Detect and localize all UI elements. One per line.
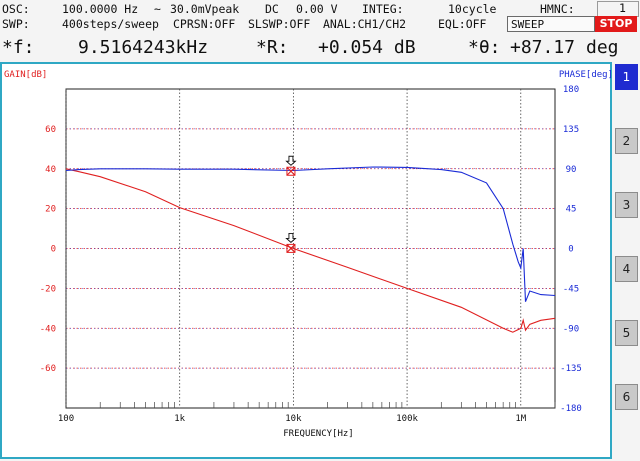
phase-tick-label: 135 bbox=[563, 125, 579, 135]
gain-tick-label: 60 bbox=[45, 125, 56, 135]
x-tick-label: 100k bbox=[396, 414, 418, 424]
phase-tick-label: 180 bbox=[563, 85, 579, 95]
gain-tick-label: -40 bbox=[40, 324, 56, 334]
gain-trace bbox=[65, 168, 556, 333]
left-axis-label: GAIN[dB] bbox=[4, 70, 47, 80]
stop-button[interactable]: STOP bbox=[595, 16, 637, 32]
phase-readout-unit: deg bbox=[586, 37, 619, 58]
gain-readout-label: *R: bbox=[256, 37, 289, 58]
phase-readout-label: *θ: bbox=[468, 37, 501, 58]
tab-5[interactable]: 5 bbox=[615, 320, 638, 346]
tab-1[interactable]: 1 bbox=[615, 64, 638, 90]
cprsn-setting[interactable]: CPRSN:OFF bbox=[173, 17, 236, 31]
phase-trace bbox=[65, 166, 556, 302]
integ-value[interactable]: 10cycle bbox=[448, 2, 497, 16]
cursor-arrow-icon bbox=[285, 232, 297, 243]
hmnc-value: 1 bbox=[619, 1, 626, 15]
anal-setting[interactable]: ANAL:CH1/CH2 bbox=[323, 17, 407, 31]
freq-readout-label: *f: bbox=[2, 37, 35, 58]
phase-tick-label: 90 bbox=[566, 165, 577, 175]
cursor-marker-x bbox=[286, 166, 296, 176]
phase-tick-label: -45 bbox=[563, 284, 579, 294]
tab-3[interactable]: 3 bbox=[615, 192, 638, 218]
phase-tick-label: -90 bbox=[563, 324, 579, 334]
header-sweep-row: SWP: 400steps/sweep CPRSN:OFF SLSWP:OFF … bbox=[0, 15, 486, 33]
osc-label: OSC: bbox=[2, 2, 30, 16]
tab-4[interactable]: 4 bbox=[615, 256, 638, 282]
x-axis-label: FREQUENCY[Hz] bbox=[283, 429, 353, 439]
cursor-arrow-icon bbox=[285, 155, 297, 166]
gain-tick-label: 20 bbox=[45, 205, 56, 215]
eql-setting[interactable]: EQL:OFF bbox=[438, 17, 487, 31]
phase-readout-value: +87.17 bbox=[510, 37, 576, 58]
x-tick-label: 1M bbox=[515, 414, 526, 424]
gain-readout-value: +0.054 dB bbox=[318, 37, 416, 58]
phase-tick-label: 0 bbox=[568, 245, 573, 255]
x-tick-label: 100 bbox=[58, 414, 74, 424]
header-settings-row: OSC: 100.0000 Hz ~ 30.0mVpeak DC 0.00 V … bbox=[0, 0, 575, 18]
phase-tick-label: 45 bbox=[566, 205, 577, 215]
dc-value[interactable]: 0.00 V bbox=[296, 2, 338, 16]
cursor-marker-box bbox=[286, 166, 296, 176]
gain-tick-label: 0 bbox=[51, 245, 56, 255]
gain-tick-label: -60 bbox=[40, 364, 56, 374]
cursor-marker-x bbox=[286, 243, 296, 253]
graph-frame bbox=[0, 62, 612, 459]
page-tabs: 1 2 3 4 5 6 bbox=[613, 62, 640, 461]
x-tick-label: 1k bbox=[174, 414, 185, 424]
right-axis-label: PHASE[deg] bbox=[559, 70, 612, 80]
osc-frequency[interactable]: 100.0000 Hz bbox=[62, 2, 139, 16]
cursor-marker-box bbox=[286, 243, 296, 253]
hmnc-label: HMNC: bbox=[540, 2, 575, 16]
osc-amplitude[interactable]: 30.0mVpeak bbox=[170, 2, 240, 16]
swp-value[interactable]: 400steps/sweep bbox=[62, 17, 159, 31]
gain-tick-label: 40 bbox=[45, 165, 56, 175]
x-tick-label: 10k bbox=[285, 414, 302, 424]
sweep-button[interactable]: SWEEP bbox=[507, 16, 595, 32]
swp-label: SWP: bbox=[2, 17, 30, 31]
phase-tick-label: -135 bbox=[560, 364, 582, 374]
phase-tick-label: -180 bbox=[560, 404, 582, 414]
slswp-setting[interactable]: SLSWP:OFF bbox=[248, 17, 311, 31]
dc-label: DC bbox=[265, 2, 279, 16]
gain-tick-label: -20 bbox=[40, 284, 56, 294]
ac-wave-icon: ~ bbox=[154, 2, 161, 16]
integ-label: INTEG: bbox=[362, 2, 404, 16]
freq-readout-value: 9.5164243kHz bbox=[78, 37, 209, 58]
tab-2[interactable]: 2 bbox=[615, 128, 638, 154]
bode-chart[interactable]: GAIN[dB] PHASE[deg] 60 40 20 0 -20 -40 -60 180 135… bbox=[0, 62, 612, 459]
cursor-readout: *f: 9.5164243kHz *R: +0.054 dB *θ: +87.1… bbox=[0, 34, 640, 62]
tab-6[interactable]: 6 bbox=[615, 384, 638, 410]
hmnc-field[interactable]: 1 bbox=[597, 1, 639, 17]
